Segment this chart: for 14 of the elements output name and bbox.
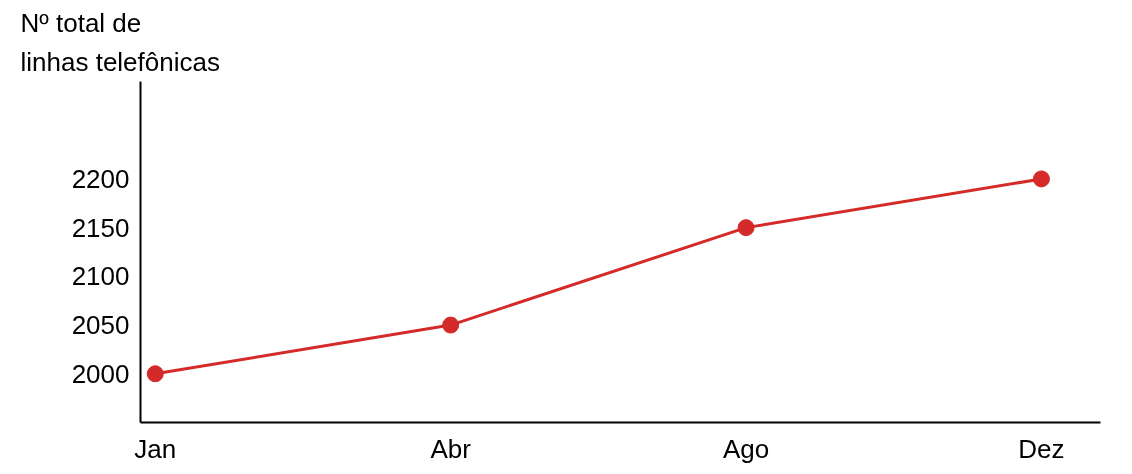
point	[737, 219, 755, 237]
point	[442, 316, 460, 334]
x-tick-label: Dez	[1018, 433, 1065, 464]
x-tick-label: Abr	[430, 433, 472, 464]
point	[146, 365, 164, 383]
point	[1032, 170, 1050, 188]
y-axis-title: Nº total de linhas telefônicas	[20, 7, 220, 77]
y-tick-label: 2050	[71, 310, 130, 341]
x-tick-label: Jan	[134, 433, 177, 464]
x-tick-label: Ago	[722, 433, 770, 464]
y-tick-label: 2200	[71, 163, 130, 194]
y-tick-label: 2150	[71, 212, 130, 243]
y-tick-label: 2100	[71, 261, 130, 292]
y-tick-label: 2000	[71, 358, 130, 389]
